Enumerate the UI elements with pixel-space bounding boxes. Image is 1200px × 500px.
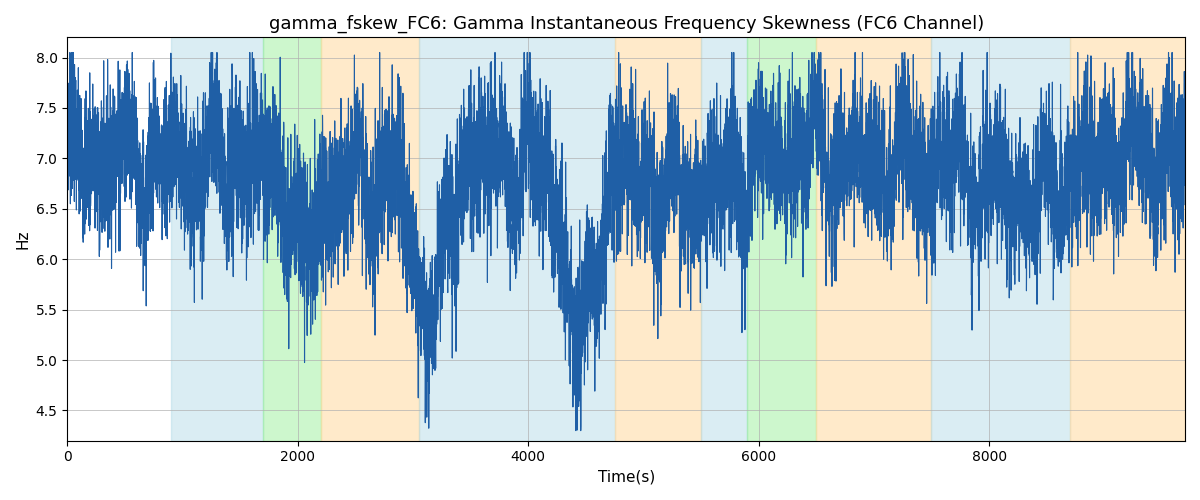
Bar bbox=[748, 38, 816, 440]
X-axis label: Time(s): Time(s) bbox=[598, 470, 655, 485]
Bar bbox=[419, 38, 614, 440]
Bar bbox=[170, 38, 263, 440]
Title: gamma_fskew_FC6: Gamma Instantaneous Frequency Skewness (FC6 Channel): gamma_fskew_FC6: Gamma Instantaneous Fre… bbox=[269, 15, 984, 34]
Bar bbox=[263, 38, 320, 440]
Bar bbox=[1069, 38, 1186, 440]
Bar bbox=[931, 38, 1069, 440]
Bar bbox=[320, 38, 419, 440]
Bar bbox=[614, 38, 701, 440]
Y-axis label: Hz: Hz bbox=[16, 230, 30, 249]
Bar bbox=[816, 38, 931, 440]
Bar bbox=[701, 38, 748, 440]
